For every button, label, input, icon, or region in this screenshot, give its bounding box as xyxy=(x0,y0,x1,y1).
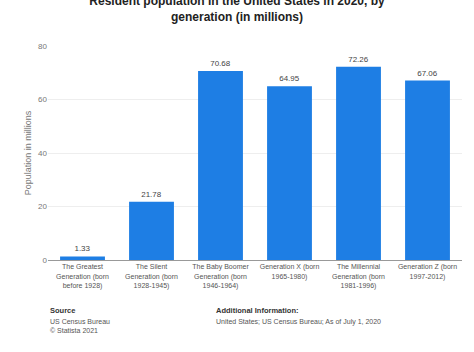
svg-text:60: 60 xyxy=(38,95,47,104)
svg-text:United States; US Census Burea: United States; US Census Bureau; As of J… xyxy=(216,318,381,326)
svg-text:0: 0 xyxy=(43,256,48,265)
svg-text:72.26: 72.26 xyxy=(348,55,369,64)
svg-text:Additional Information:: Additional Information: xyxy=(216,306,299,315)
svg-text:US Census Bureau© Statista 202: US Census Bureau© Statista 2021 xyxy=(50,318,110,334)
svg-text:70.68: 70.68 xyxy=(210,59,231,68)
svg-text:64.95: 64.95 xyxy=(279,74,300,83)
svg-text:The SilentGeneration (born1928: The SilentGeneration (born1928-1945) xyxy=(125,263,178,289)
svg-text:Population in millions: Population in millions xyxy=(23,110,33,195)
svg-text:Source: Source xyxy=(50,306,75,315)
svg-text:40: 40 xyxy=(38,149,47,158)
svg-text:The MillennialGeneration (born: The MillennialGeneration (born1981-1996) xyxy=(332,263,385,289)
svg-text:1.33: 1.33 xyxy=(74,244,90,253)
svg-text:The GreatestGeneration (bornbe: The GreatestGeneration (bornbefore 1928) xyxy=(56,263,109,289)
svg-text:20: 20 xyxy=(38,202,47,211)
svg-text:The Baby BoomerGeneration (bor: The Baby BoomerGeneration (born1946-1964… xyxy=(192,263,249,289)
svg-text:67.06: 67.06 xyxy=(417,69,438,78)
svg-text:Generation X (born1965-1980): Generation X (born1965-1980) xyxy=(260,263,320,280)
svg-text:Resident population in the Uni: Resident population in the United States… xyxy=(89,0,385,24)
svg-text:Generation Z (born1997-2012): Generation Z (born1997-2012) xyxy=(398,263,457,280)
svg-text:80: 80 xyxy=(38,42,47,51)
svg-text:21.78: 21.78 xyxy=(141,190,162,199)
